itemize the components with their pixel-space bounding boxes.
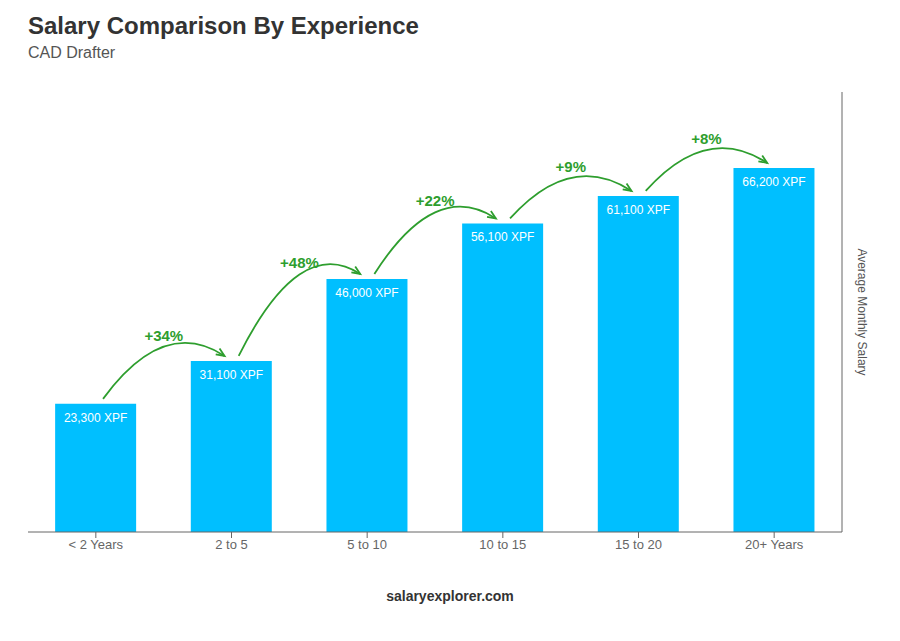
svg-text:66,200 XPF: 66,200 XPF <box>742 175 805 189</box>
svg-text:46,000 XPF: 46,000 XPF <box>335 286 398 300</box>
svg-text:10 to 15: 10 to 15 <box>479 537 526 552</box>
svg-text:+34%: +34% <box>144 327 183 344</box>
html-text:salaryexplorer.com: salaryexplorer.com <box>386 588 514 604</box>
html-text:CAD Drafter: CAD Drafter <box>28 44 116 61</box>
svg-text:2 to 5: 2 to 5 <box>215 537 248 552</box>
html-text:Salary Comparison By Experienc: Salary Comparison By Experience <box>28 12 419 39</box>
svg-text:20+ Years: 20+ Years <box>745 537 804 552</box>
svg-text:61,100 XPF: 61,100 XPF <box>607 203 670 217</box>
svg-text:31,100 XPF: 31,100 XPF <box>200 368 263 382</box>
svg-text:15 to 20: 15 to 20 <box>615 537 662 552</box>
svg-text:56,100 XPF: 56,100 XPF <box>471 230 534 244</box>
svg-text:< 2 Years: < 2 Years <box>69 537 124 552</box>
svg-text:+8%: +8% <box>691 130 721 147</box>
svg-text:+9%: +9% <box>556 158 586 175</box>
svg-text:+48%: +48% <box>280 254 319 271</box>
svg-text:5 to 10: 5 to 10 <box>347 537 387 552</box>
svg-text:+22%: +22% <box>416 192 455 209</box>
svg-text:23,300 XPF: 23,300 XPF <box>64 411 127 425</box>
svg-text:Average Monthly Salary: Average Monthly Salary <box>855 248 869 375</box>
